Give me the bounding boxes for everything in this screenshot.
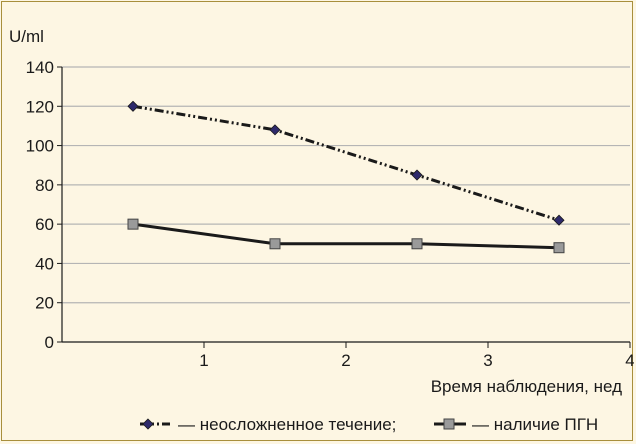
data-point-square	[127, 218, 139, 230]
legend-label-uncomplicated: — неосложненное течение;	[178, 415, 396, 434]
x-tick-label: 2	[341, 351, 350, 370]
x-tick-label: 3	[483, 351, 492, 370]
y-tick-label: 140	[26, 58, 54, 77]
y-tick-label: 100	[26, 137, 54, 156]
x-tick-label: 4	[625, 351, 634, 370]
y-tick-label: 60	[35, 215, 54, 234]
y-tick-label: 120	[26, 97, 54, 116]
data-point-square	[269, 238, 281, 250]
data-point-diamond	[411, 169, 423, 181]
x-axis-title: Время наблюдения, нед	[431, 377, 622, 396]
data-point-diamond	[127, 100, 139, 112]
x-tick-label: 1	[199, 351, 208, 370]
data-point-square	[411, 238, 423, 250]
legend-label-pgn: — наличие ПГН	[472, 415, 598, 434]
legend-item-uncomplicated: — неосложненное течение;	[140, 415, 396, 434]
y-tick-label: 20	[35, 294, 54, 313]
data-point-square	[553, 242, 565, 254]
series-line-1	[132, 222, 560, 250]
legend: — неосложненное течение; — наличие ПГН	[140, 415, 598, 434]
data-point-diamond	[553, 214, 565, 226]
y-tick-label: 40	[35, 254, 54, 273]
y-tick-label: 0	[45, 333, 54, 352]
legend-diamond-icon	[142, 418, 154, 430]
legend-item-pgn: — наличие ПГН	[434, 415, 598, 434]
series-line-0	[132, 104, 560, 222]
axes: 0 20 40 60 80 100 120 140 1 2 3 4	[26, 58, 634, 370]
grid-lines	[62, 66, 630, 304]
legend-square-icon	[443, 418, 455, 430]
series-lines	[127, 100, 565, 254]
y-tick-label: 80	[35, 176, 54, 195]
y-axis-title: U/ml	[9, 27, 44, 46]
data-point-diamond	[269, 124, 281, 136]
